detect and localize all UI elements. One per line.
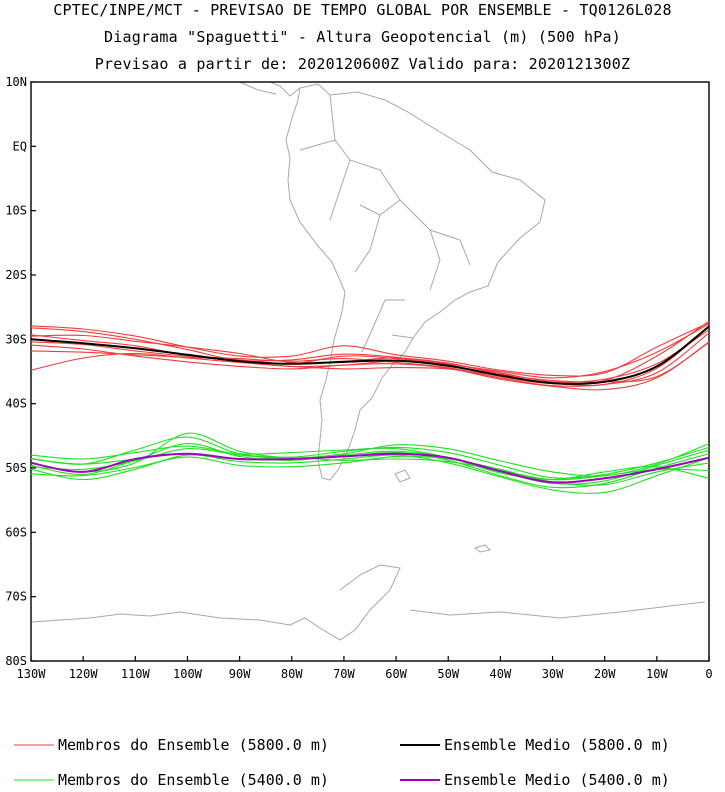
x-tick-label: 20W [594, 667, 616, 681]
ensemble-member-line [30, 455, 710, 486]
x-tick-label: 100W [173, 667, 203, 681]
x-tick-label: 30W [542, 667, 564, 681]
chart-forecast-info: Previsao a partir de: 2020120600Z Valido… [94, 55, 631, 73]
legend-label: Membros do Ensemble (5400.0 m) [58, 771, 329, 789]
y-tick-label: 10N [5, 75, 27, 89]
x-tick-label: 50W [437, 667, 459, 681]
country-borders [299, 94, 471, 353]
weddell-coast-outline [409, 601, 706, 619]
ensemble-member-line [30, 322, 710, 377]
ensemble-mean-line [30, 325, 710, 385]
plot-frame [30, 81, 710, 662]
x-tick-label: 60W [385, 667, 407, 681]
y-tick-label: 20S [5, 268, 27, 282]
y-tick-label: 80S [5, 654, 27, 668]
y-tick-label: 50S [5, 461, 27, 475]
falklands-outline [394, 469, 411, 483]
y-tick-label: 30S [5, 332, 27, 346]
x-tick-label: 120W [69, 667, 99, 681]
ensemble-member-line [30, 454, 710, 494]
ensemble-member-line [30, 320, 710, 385]
ensemble-mean-line [30, 452, 710, 484]
x-tick-label: 110W [121, 667, 151, 681]
ensemble-member-line [30, 323, 710, 379]
coastline-layer [31, 81, 706, 641]
ensemble-member-line [30, 329, 710, 383]
series-layer [30, 320, 710, 494]
plot-axes: 130W 120W 110W 100W 90W 80W 70W 60W 50W 40W 30W 20W… [5, 75, 712, 681]
ensemble-member-line [30, 326, 710, 386]
x-tick-label: 70W [333, 667, 355, 681]
chart-subtitle: Diagrama "Spaguetti" - Altura Geopotenci… [104, 28, 621, 46]
ensemble-member-line [30, 341, 710, 391]
legend-label: Ensemble Medio (5800.0 m) [444, 736, 670, 754]
x-tick-label: 90W [229, 667, 251, 681]
y-tick-label: EQ [13, 139, 27, 153]
legend-label: Ensemble Medio (5400.0 m) [444, 771, 670, 789]
y-tick-label: 10S [5, 204, 27, 218]
central-america-outline [239, 81, 301, 97]
y-tick-label: 40S [5, 397, 27, 411]
ensemble-member-line [30, 334, 710, 383]
x-tick-label: 130W [17, 667, 47, 681]
antarctic-peninsula-outline [31, 564, 401, 641]
x-tick-label: 40W [490, 667, 512, 681]
y-tick-label: 70S [5, 590, 27, 604]
south-georgia-outline [473, 544, 492, 553]
y-tick-label: 60S [5, 525, 27, 539]
ensemble-member-line [30, 445, 710, 481]
x-tick-label: 0 [705, 667, 712, 681]
x-tick-label: 10W [646, 667, 668, 681]
legend-label: Membros do Ensemble (5800.0 m) [58, 736, 329, 754]
chart-title: CPTEC/INPE/MCT - PREVISAO DE TEMPO GLOBA… [53, 1, 672, 19]
legend: Membros do Ensemble (5800.0 m) Ensemble M… [14, 736, 670, 789]
south-america-outline [285, 83, 546, 481]
x-tick-label: 80W [281, 667, 303, 681]
